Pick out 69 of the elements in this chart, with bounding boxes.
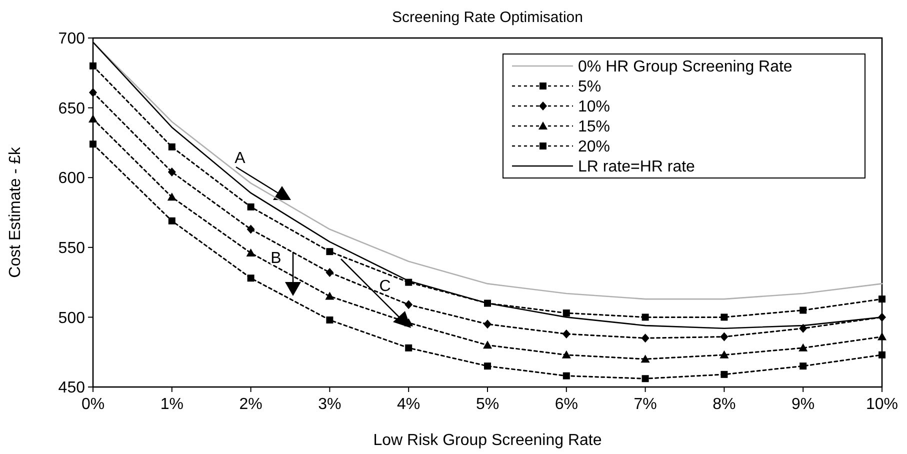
point [640, 354, 650, 363]
point [720, 350, 729, 358]
x-tick-label: 4% [397, 396, 420, 413]
point [484, 362, 491, 370]
point [562, 329, 570, 338]
annotation: B [270, 250, 282, 267]
chart-title: Screening Rate Optimisation [392, 9, 583, 26]
point [562, 350, 571, 358]
x-axis-title: Low Risk Group Screening Rate [373, 432, 602, 449]
point [642, 314, 649, 321]
x-tick-label: 6% [554, 396, 578, 413]
x-tick-label: 0% [81, 396, 105, 413]
point [878, 332, 886, 340]
point [720, 332, 728, 342]
legend-label: 20% [578, 138, 610, 156]
point [798, 343, 808, 352]
legend-label: 10% [578, 98, 610, 116]
point [326, 316, 334, 324]
x-tick-label: 9% [792, 396, 815, 413]
point [246, 224, 255, 234]
point [799, 324, 808, 333]
point [720, 314, 728, 321]
point [167, 192, 176, 201]
point [90, 62, 96, 70]
point [405, 344, 412, 352]
x-tick-label: 2% [239, 396, 262, 413]
point [562, 310, 570, 317]
x-tick-label: 5% [476, 396, 500, 413]
legend-label: 15% [578, 118, 610, 136]
point [404, 300, 413, 310]
point [326, 248, 334, 256]
point [800, 362, 807, 370]
point [247, 274, 254, 282]
point [404, 318, 414, 326]
point [878, 351, 886, 358]
y-tick-label: 650 [58, 100, 86, 118]
annotation: A [234, 150, 246, 167]
legend-label: 0% HR Group Screening Rate [578, 58, 792, 76]
y-tick-label: 600 [58, 170, 86, 188]
legend-label: LR rate=HR rate [578, 158, 696, 176]
y-tick-label: 500 [58, 310, 86, 327]
x-tick-label: 7% [634, 396, 657, 413]
point [325, 292, 334, 300]
point [168, 168, 176, 177]
y-axis-title: Cost Estimate - £k [7, 146, 24, 278]
x-tick-label: 1% [160, 396, 184, 413]
y-tick-label: 700 [58, 30, 86, 48]
point [247, 203, 254, 210]
y-tick-label: 450 [58, 380, 86, 397]
point [168, 217, 176, 224]
point [800, 306, 807, 314]
point [642, 375, 649, 382]
point [878, 296, 886, 303]
point [562, 372, 570, 380]
point [484, 320, 492, 329]
x-tick-label: 10% [866, 396, 898, 413]
x-tick-label: 3% [318, 396, 342, 413]
point [90, 140, 96, 148]
point [89, 88, 97, 97]
annotation: C [379, 278, 391, 295]
y-tick-label: 550 [58, 240, 86, 257]
point [720, 370, 728, 378]
point [246, 248, 256, 256]
point [326, 268, 334, 278]
point [168, 143, 176, 150]
x-tick-label: 8% [712, 396, 736, 413]
legend-label: 5% [578, 78, 602, 96]
point [483, 340, 492, 349]
point [641, 334, 650, 343]
